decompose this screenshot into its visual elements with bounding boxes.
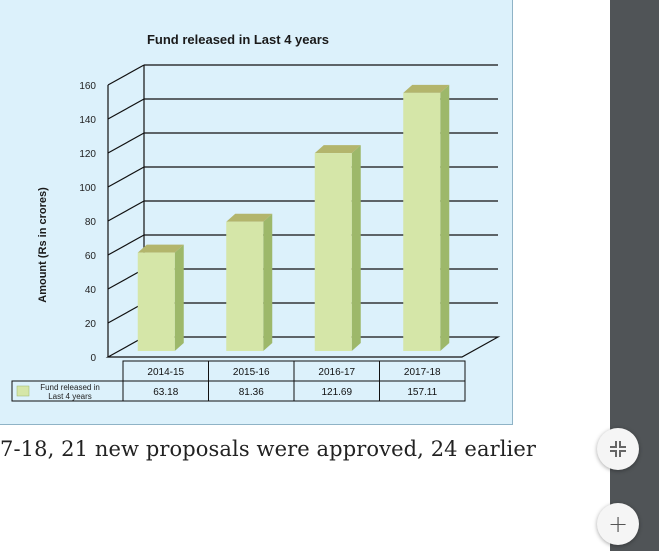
y-tick-label: 140: [79, 115, 96, 126]
bar-front: [226, 221, 264, 351]
bar-side: [263, 213, 273, 351]
document-page: Fund released in Last 4 years Amount (Rs …: [0, 0, 537, 461]
bar-front: [314, 153, 352, 351]
y-tick-label: 20: [85, 319, 97, 330]
legend-swatch: [16, 385, 30, 397]
chart-title: Fund released in Last 4 years: [147, 32, 329, 47]
y-axis-label: Amount (Rs in crores): [37, 187, 49, 303]
bar-top: [314, 145, 361, 154]
data-label: 63.18: [153, 387, 178, 398]
gridline-wall: [107, 98, 145, 120]
bar-top: [137, 244, 184, 253]
legend-cell: [11, 380, 124, 402]
bar-side: [440, 84, 450, 352]
y-tick-label: 160: [79, 81, 96, 92]
body-paragraph: 7-18, 21 new proposals were approved, 24…: [0, 437, 537, 461]
y-tick-label: 60: [85, 251, 97, 262]
bar: [403, 84, 450, 352]
gridline-wall: [107, 64, 145, 86]
data-label: 81.36: [239, 387, 264, 398]
y-tick-label: 100: [79, 183, 96, 194]
fit-page-icon: [610, 441, 626, 457]
bar-front: [137, 252, 175, 351]
bar-side: [351, 145, 361, 351]
y-tick-label: 40: [85, 285, 97, 296]
gridline-wall: [107, 234, 145, 256]
bar-front: [403, 92, 441, 352]
zoom-in-button[interactable]: +: [597, 503, 639, 545]
bar-chart: Fund released in Last 4 years Amount (Rs …: [11, 32, 501, 402]
x-tick-label: 2017-18: [404, 367, 441, 378]
bar-side: [174, 244, 184, 351]
bar: [226, 213, 273, 351]
bar-top: [403, 84, 450, 93]
gridline-wall: [107, 132, 145, 154]
data-label: 157.11: [407, 387, 437, 398]
gridline-wall: [107, 200, 145, 222]
legend-label: Fund released in Last 4 years: [40, 383, 100, 401]
y-tick-label: 80: [85, 217, 97, 228]
y-tick-label: 0: [90, 353, 96, 364]
x-tick-label: 2015-16: [233, 367, 270, 378]
chart-panel: Fund released in Last 4 years Amount (Rs …: [0, 0, 513, 425]
bar: [314, 145, 361, 351]
chart-floor: [105, 336, 501, 358]
bar: [137, 244, 184, 351]
gridline-wall: [107, 166, 145, 188]
plus-icon: +: [607, 510, 629, 538]
x-tick-label: 2016-17: [318, 367, 355, 378]
data-label: 121.69: [321, 387, 352, 398]
bar-top: [226, 213, 273, 222]
y-tick-label: 120: [79, 149, 96, 160]
fit-page-button[interactable]: [597, 428, 639, 470]
x-tick-label: 2014-15: [147, 367, 184, 378]
